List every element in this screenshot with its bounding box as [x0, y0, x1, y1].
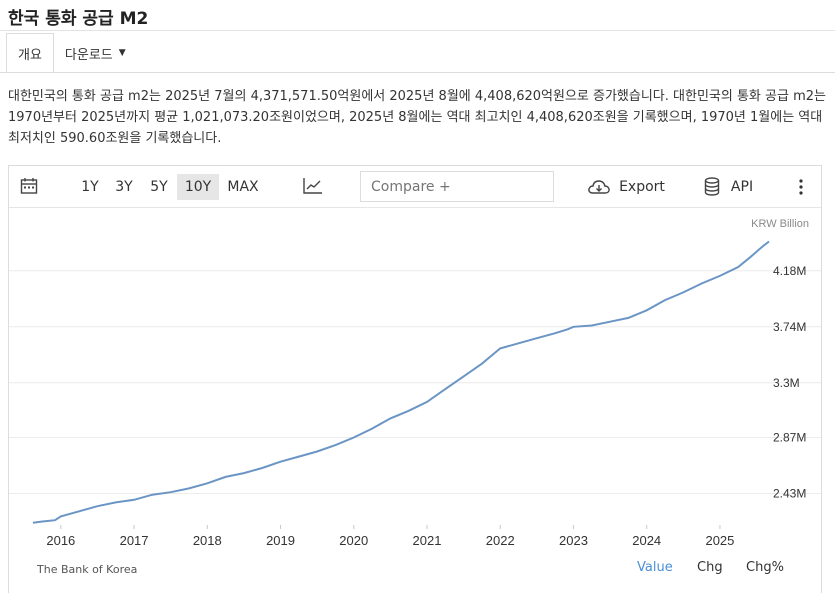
- y-tick-label: 2.43M: [773, 486, 806, 500]
- range-10y-button[interactable]: 10Y: [177, 174, 219, 200]
- unit-label: KRW Billion: [751, 218, 809, 230]
- range-max-button[interactable]: MAX: [227, 179, 259, 195]
- chart-panel: 1Y 3Y 5Y 10Y MAX Export: [8, 165, 822, 593]
- api-button[interactable]: API: [730, 179, 754, 195]
- source-label: The Bank of Korea: [37, 563, 138, 576]
- series-line: [32, 240, 770, 524]
- page-title: 한국 통화 공급 M2: [8, 9, 149, 29]
- summary-text: 대한민국의 통화 공급 m2는 2025년 7월의 4,371,571.50억원…: [8, 89, 826, 146]
- x-tick-label: 2017: [120, 533, 149, 548]
- tab-overview[interactable]: 개요: [6, 33, 54, 73]
- x-tick-label: 2020: [339, 533, 368, 548]
- cloud-download-icon[interactable]: [587, 178, 611, 200]
- y-tick-label: 3.74M: [773, 320, 806, 334]
- x-tick-label: 2019: [266, 533, 295, 548]
- export-button[interactable]: Export: [619, 179, 665, 195]
- m2-line-chart: KRW Billion 2016 2017 2018 2019 2020 2021 2022…: [9, 218, 821, 548]
- x-tick-label: 2022: [486, 533, 515, 548]
- y-tick-label: 4.18M: [773, 264, 806, 278]
- calendar-icon[interactable]: [20, 177, 38, 199]
- tab-download[interactable]: 다운로드 ▼: [54, 33, 137, 73]
- tabs-divider: [0, 72, 835, 73]
- range-3y-button[interactable]: 3Y: [115, 179, 133, 195]
- tab-download-label: 다운로드: [64, 47, 113, 63]
- database-icon[interactable]: [704, 177, 720, 200]
- tab-bar: 개요 다운로드 ▼: [6, 33, 137, 73]
- chart-toolbar: 1Y 3Y 5Y 10Y MAX Export: [9, 166, 821, 208]
- more-vertical-icon[interactable]: [798, 179, 804, 199]
- view-chg-percent-tab[interactable]: Chg%: [746, 560, 784, 575]
- x-tick-label: 2016: [46, 533, 75, 548]
- x-tick-label: 2025: [705, 533, 734, 548]
- tab-overview-label: 개요: [18, 47, 42, 63]
- view-chg-tab[interactable]: Chg: [697, 560, 723, 575]
- view-value-tab[interactable]: Value: [637, 560, 673, 575]
- compare-input[interactable]: [360, 171, 554, 202]
- caret-down-icon: ▼: [118, 48, 126, 58]
- y-tick-label: 3.3M: [773, 376, 800, 390]
- y-tick-label: 2.87M: [773, 430, 806, 444]
- range-1y-button[interactable]: 1Y: [81, 179, 99, 195]
- x-tick-label: 2024: [632, 533, 661, 548]
- x-tick-label: 2021: [413, 533, 442, 548]
- range-5y-button[interactable]: 5Y: [150, 179, 168, 195]
- title-divider: [0, 30, 835, 31]
- x-tick-label: 2023: [559, 533, 588, 548]
- x-tick-label: 2018: [193, 533, 222, 548]
- line-chart-icon[interactable]: [303, 177, 323, 199]
